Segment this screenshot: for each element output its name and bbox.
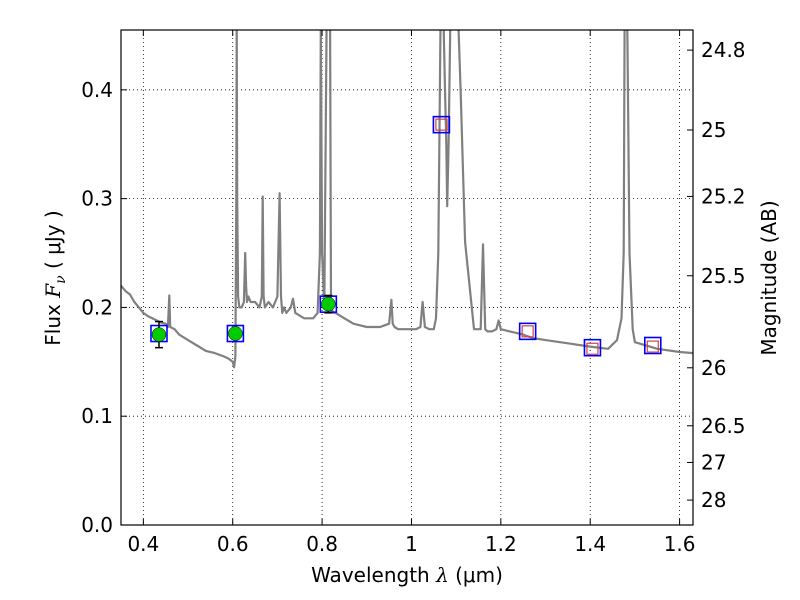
y-axis-label-prefix: Flux [41,298,65,346]
y-axis-label-suffix: ( μJy ) [41,210,65,275]
x-tick-label: 1.4 [574,532,606,556]
y2-tick-label: 24.8 [701,38,746,62]
open-square-marker [521,325,534,338]
x-axis-label-prefix: Wavelength [311,563,436,587]
grid-layer [121,30,693,526]
y-axis-label: Flux Fν ( μJy ) [41,210,69,345]
axes-frame [120,29,694,526]
observed-point [151,327,167,342]
x-axis-label-suffix: (μm) [449,563,503,587]
x-tick-label: 0.6 [217,532,249,556]
open-square-marker [646,340,659,353]
spectrum-line [121,30,693,369]
x-tick-label: 1 [405,532,418,556]
x-tick-label: 0.8 [306,532,338,556]
y-axis-label-symbol: F [41,283,65,299]
model-box-marker [432,115,451,134]
x-axis-label: Wavelength λ (μm) [311,563,503,587]
y2-tick-label: 27 [701,450,726,474]
y-tick-label: 0.2 [81,295,113,319]
y2-tick-label: 25.2 [701,184,746,208]
x-tick-label: 1.6 [664,532,696,556]
y2-tick-label: 25.5 [701,264,746,288]
tick-layer: 0.4 0.6 0.8 1 1.2 1.4 1.6 0.0 0.1 0.2 0.3 0.4 24.8 25… [81,30,746,556]
open-square-marker [586,342,599,355]
model-box-marker [643,336,662,355]
x-tick-label: 0.4 [127,532,159,556]
y-tick-label: 0.0 [81,513,113,537]
y-tick-label: 0.4 [81,78,113,102]
y2-tick-label: 25 [701,118,726,142]
open-square-marker [435,118,448,131]
axis-labels: Wavelength λ (μm) Flux Fν ( μJy ) Magnit… [41,200,781,587]
y-tick-label: 0.1 [81,404,113,428]
model-box-marker [226,324,245,343]
x-tick-label: 1.2 [485,532,517,556]
y2-tick-label: 26.5 [701,414,746,438]
y2-axis-label: Magnitude (AB) [757,200,781,355]
y-axis-label-subscript: ν [53,275,69,284]
x-axis-label-symbol: λ [435,563,449,587]
y2-tick-label: 26 [701,356,726,380]
plot-area [121,30,693,369]
model-box-marker [583,338,602,357]
y2-tick-label: 28 [701,488,726,512]
model-box-marker [518,322,537,341]
y-tick-label: 0.3 [81,187,113,211]
observed-point [321,296,336,312]
observed-point [228,326,243,341]
